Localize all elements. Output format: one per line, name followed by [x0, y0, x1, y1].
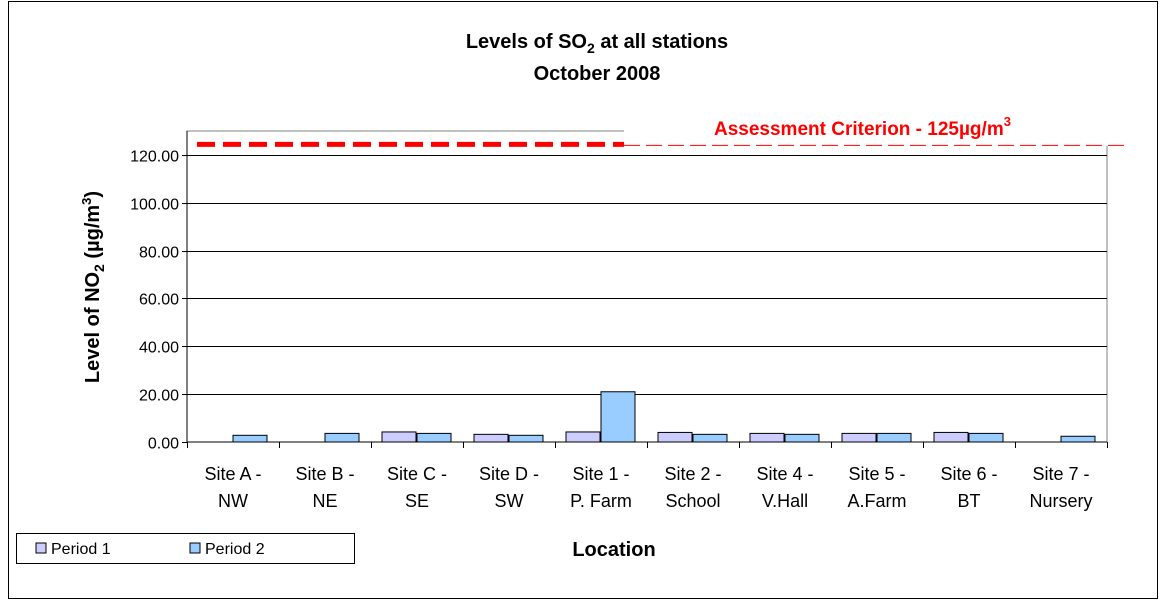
x-category-label-line: NE: [312, 491, 337, 511]
bar-period-2: [1060, 435, 1096, 443]
bar-period-1: [657, 431, 693, 443]
reference-label-box: [624, 112, 1126, 146]
y-tick-label: 120.00: [130, 149, 179, 166]
bar-period-1: [841, 432, 877, 443]
x-category-label: Site 2 - School: [664, 464, 721, 511]
x-category-label-line: SE: [405, 491, 429, 511]
legend: Period 1 Period 2: [35, 541, 265, 558]
x-category-label: Site 7 - Nursery: [1029, 464, 1092, 511]
x-category-label-line: Site 7 -: [1032, 464, 1089, 484]
x-category-label-line: Site C -: [387, 464, 447, 484]
bar-period-2: [784, 433, 820, 443]
y-axis-title: Level of NO2 (µg/m3): [79, 191, 107, 383]
y-tick-label: 100.00: [130, 197, 179, 214]
reference-line-label-text: Assessment Criterion - 125µg/m: [714, 119, 1004, 140]
bar-period-2: [600, 391, 636, 443]
bar-period-1: [933, 431, 969, 443]
y-axis-title-main: Level of NO: [82, 272, 104, 383]
bar-period-2: [876, 432, 912, 443]
chart-title: Levels of SO2 at all stations: [466, 31, 728, 56]
y-tick-label: 60.00: [139, 292, 179, 309]
x-category-label-line: Site 5 -: [848, 464, 905, 484]
y-axis-title-close: ): [82, 191, 104, 198]
y-axis-title-unit: (µg/m: [82, 205, 104, 264]
x-category-label-line: Site 1 -: [572, 464, 629, 484]
y-tick-label: 80.00: [139, 245, 179, 262]
x-category-label-line: BT: [957, 491, 980, 511]
x-category-label-line: Nursery: [1029, 491, 1092, 511]
legend-swatch: [35, 542, 47, 554]
legend-box: [16, 533, 355, 564]
y-tick-label: 0.00: [148, 436, 179, 453]
y-tick-label: 20.00: [139, 388, 179, 405]
x-axis-categories: Site A - NW Site B - NE Site C - SE Site D - SW…: [204, 464, 1092, 511]
bar-period-1: [749, 432, 785, 443]
x-category-label-line: Site 6 -: [940, 464, 997, 484]
bar-period-2: [324, 432, 360, 443]
reference-line-group: [197, 141, 1124, 147]
x-category-label: Site 1 - P. Farm: [570, 464, 632, 511]
x-category-label-line: Site 4 -: [756, 464, 813, 484]
y-axis-ticks: 0.00 20.00 40.00 60.00 80.00 100.00 120.00: [130, 149, 187, 453]
reference-line-label-superscript: 3: [1004, 114, 1011, 129]
x-category-label-line: Site B -: [295, 464, 354, 484]
x-category-label-line: P. Farm: [570, 491, 632, 511]
x-category-label-line: School: [665, 491, 720, 511]
bar-period-1: [381, 431, 417, 443]
x-category-label-line: V.Hall: [762, 491, 808, 511]
x-category-label: Site B - NE: [295, 464, 354, 511]
grid-lines: [187, 155, 1107, 395]
bar-period-2: [692, 433, 728, 443]
x-category-label-line: Site 2 -: [664, 464, 721, 484]
bar-period-2: [508, 434, 544, 443]
bar-period-2: [416, 432, 452, 443]
bar-period-2: [968, 432, 1004, 443]
chart-subtitle: October 2008: [534, 63, 661, 85]
x-category-label-line: Site A -: [204, 464, 261, 484]
x-category-label: Site A - NW: [204, 464, 261, 511]
x-category-label-line: NW: [218, 491, 248, 511]
bar-period-1: [565, 431, 601, 443]
legend-swatch: [189, 542, 201, 554]
legend-label: Period 1: [51, 541, 111, 558]
reference-line-label: Assessment Criterion - 125µg/m3: [714, 114, 1011, 140]
x-category-label: Site 6 - BT: [940, 464, 997, 511]
y-axis-title-subscript: 2: [91, 264, 107, 272]
x-category-label-line: SW: [495, 491, 524, 511]
legend-label: Period 2: [205, 541, 265, 558]
y-axis-title-superscript: 3: [79, 198, 94, 205]
x-axis-title: Location: [572, 539, 655, 561]
x-category-label-line: Site D -: [479, 464, 539, 484]
chart-title-main: Levels of SO: [466, 31, 587, 53]
x-category-label: Site D - SW: [479, 464, 539, 511]
plot-area: [186, 130, 1108, 443]
bar-period-1: [473, 433, 509, 443]
bar-period-2: [232, 434, 268, 443]
x-category-label: Site C - SE: [387, 464, 447, 511]
x-category-label: Site 4 - V.Hall: [756, 464, 813, 511]
y-tick-label: 40.00: [139, 340, 179, 357]
x-category-label: Site 5 - A.Farm: [847, 464, 906, 511]
x-category-label-line: A.Farm: [847, 491, 906, 511]
chart-title-subscript: 2: [587, 40, 595, 56]
chart-title-suffix: at all stations: [595, 31, 728, 53]
